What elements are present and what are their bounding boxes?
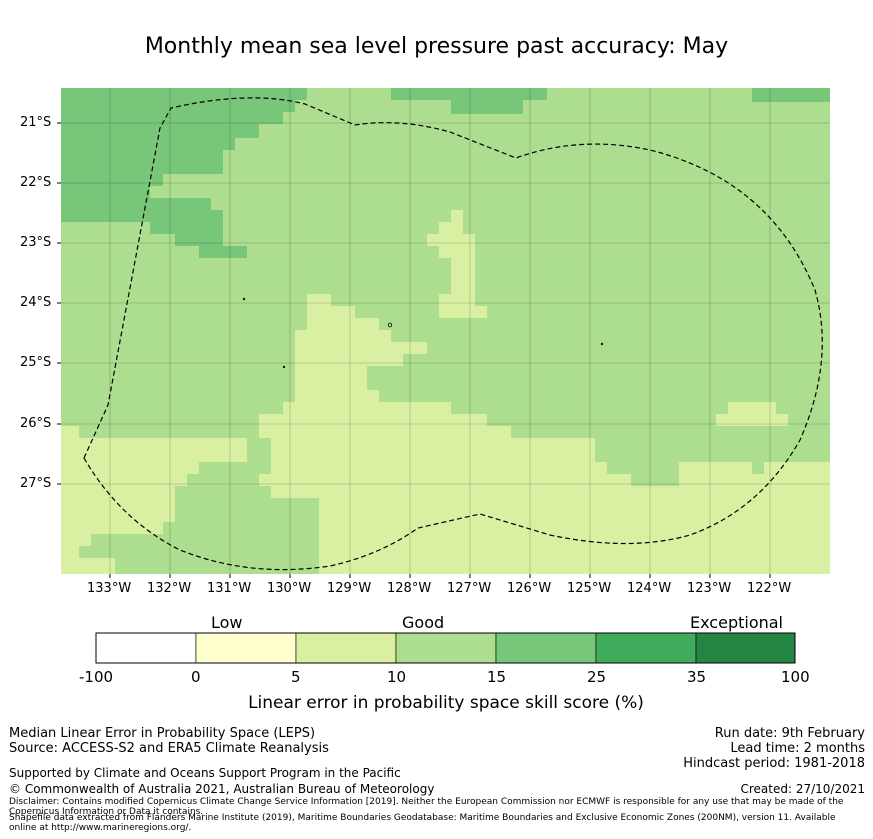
lat-label: 22°S [20,175,52,190]
footer-disclaimer-1: Disclaimer: Contains modified Copernicus… [9,797,844,807]
lon-label: 130°W [267,581,312,596]
colorbar-label: Linear error in probability space skill … [248,693,644,713]
lat-label: 26°S [20,416,52,431]
colorbar-tick: 15 [487,668,507,686]
colorbar-tick: 25 [587,668,607,686]
islands [242,297,604,369]
colorbar-swatch-5 [595,632,697,664]
colorbar-swatch-2 [295,632,397,664]
lon-label: 129°W [327,581,372,596]
skill-map [57,88,830,664]
skill-patches-15-25 [61,88,830,258]
colorbar-swatch-0 [95,632,197,664]
lat-label: 25°S [20,355,52,370]
lon-label: 132°W [147,581,192,596]
footer-shapefile-1: Shapefile data extracted from Flanders M… [9,813,836,823]
axis-ticks [57,122,771,578]
footer-copyright: © Commonwealth of Australia 2021, Austra… [9,782,435,796]
lon-label: 123°W [687,581,732,596]
category-exceptional: Exceptional [690,613,783,632]
eez-boundary [83,97,823,571]
colorbar-tick: 5 [291,668,301,686]
category-low: Low [211,613,243,632]
colorbar-tick: 100 [781,668,810,686]
lon-label: 126°W [507,581,552,596]
lon-label: 128°W [387,581,432,596]
colorbar-tick: 35 [687,668,707,686]
colorbar-swatch-4 [495,632,597,664]
lat-label: 27°S [20,476,52,491]
category-good: Good [402,613,445,632]
lon-label: 131°W [207,581,252,596]
colorbar-tick: 10 [387,668,407,686]
footer-shapefile-2: online at http://www.marineregions.org/. [9,823,192,833]
hindcast-period: Hindcast period: 1981-2018 [683,756,865,771]
colorbar-tick: 0 [191,668,201,686]
colorbar-swatch-1 [195,632,297,664]
chart-title: Monthly mean sea level pressure past acc… [144,34,729,59]
colorbar-tick: -100 [79,668,114,686]
footer-method: Median Linear Error in Probability Space… [9,726,316,741]
lat-label: 21°S [20,115,52,130]
colorbar [95,632,796,664]
footer-disclaimer-2: Copernicus Information or Data it contai… [9,807,204,817]
gridlines [61,88,830,574]
skill-patches-10-15 [79,438,679,574]
lat-label: 24°S [20,295,52,310]
lon-label: 124°W [627,581,672,596]
lon-label: 133°W [87,581,132,596]
footer-source: Source: ACCESS-S2 and ERA5 Climate Reana… [9,741,329,756]
lon-label: 125°W [567,581,612,596]
colorbar-swatch-3 [395,632,497,664]
colorbar-swatch-6 [695,632,796,664]
lat-label: 23°S [20,235,52,250]
created-date: Created: 27/10/2021 [740,782,865,796]
footer-support: Supported by Climate and Oceans Support … [9,766,401,780]
lead-time: Lead time: 2 months [730,741,865,756]
run-date: Run date: 9th February [714,726,865,741]
lon-label: 127°W [447,581,492,596]
lon-label: 122°W [747,581,792,596]
